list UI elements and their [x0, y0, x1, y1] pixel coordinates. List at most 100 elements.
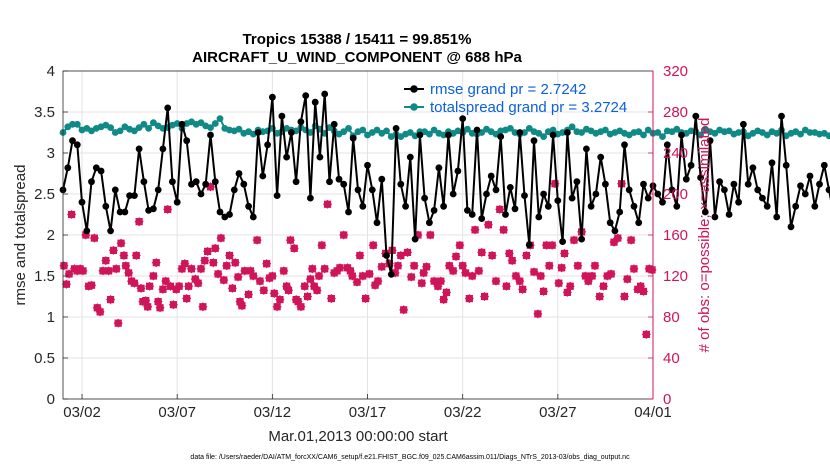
rmse-point: [692, 112, 700, 120]
obs-count-point-core: [231, 259, 239, 267]
totalspread-point: [521, 129, 528, 136]
rmse-point: [378, 175, 386, 183]
obs-count-point-core: [422, 263, 431, 271]
rmse-point: [283, 153, 290, 161]
rmse-point: [782, 161, 790, 169]
y-tick-label-right: 0: [663, 391, 671, 408]
rmse-point: [449, 190, 457, 198]
rmse-point: [487, 172, 495, 180]
obs-count-point-core: [178, 265, 186, 273]
obs-count-point-core: [407, 273, 415, 281]
rmse-point: [721, 186, 728, 194]
x-tick-label: 03/12: [254, 404, 292, 421]
obs-count-point-core: [244, 290, 253, 299]
obs-count-point-core: [125, 269, 133, 277]
totalspread-point: [307, 129, 314, 136]
rmse-point: [302, 92, 310, 99]
totalspread-point: [373, 126, 381, 134]
obs-count-point-core: [637, 282, 645, 290]
totalspread-point: [697, 131, 704, 139]
rmse-point: [421, 194, 428, 202]
rmse-point: [230, 186, 238, 194]
obs-count-point-core: [430, 277, 438, 285]
rmse-point: [740, 120, 747, 128]
obs-count-point-core: [156, 304, 164, 312]
obs-count-point-core: [353, 278, 361, 286]
y-tick-label-right: 40: [663, 350, 680, 367]
obs-count-point-core: [79, 267, 87, 275]
totalspread-point: [763, 131, 771, 139]
legend-spread-marker: [410, 103, 418, 111]
totalspread-point: [135, 124, 143, 131]
rmse-point: [154, 186, 162, 194]
obs-count-point-core: [310, 282, 318, 290]
obs-count-point-core: [191, 275, 199, 283]
obs-count-point-core: [397, 251, 405, 260]
rmse-point: [159, 145, 167, 153]
obs-count-point-core: [599, 282, 608, 290]
obs-count-series: [59, 179, 657, 339]
rmse-point: [668, 186, 676, 194]
obs-count-point-core: [149, 272, 158, 280]
obs-count-point-core: [199, 303, 207, 311]
rmse-point: [354, 186, 362, 194]
legend-spread-label: totalspread grand pr = 3.2724: [430, 99, 627, 116]
y-tick-label-right: 120: [663, 268, 688, 285]
obs-count-point-core: [102, 257, 110, 265]
rmse-point: [402, 202, 409, 210]
rmse-point: [606, 219, 614, 227]
totalspread-point: [535, 129, 543, 137]
obs-count-point-core: [630, 265, 638, 273]
obs-count-point-core: [109, 246, 118, 254]
obs-count-point-core: [512, 272, 520, 280]
rmse-point: [207, 131, 214, 139]
obs-count-point-core: [187, 265, 196, 273]
obs-count-point-core: [346, 267, 354, 275]
obs-count-point-core: [197, 265, 205, 273]
totalspread-point: [140, 120, 148, 128]
rmse-point: [288, 129, 295, 136]
rmse-point: [678, 131, 685, 139]
rmse-point: [211, 178, 219, 186]
obs-count-point-core: [461, 269, 470, 277]
y-tick-label-left: 1: [47, 309, 55, 326]
totalspread-point: [69, 120, 76, 128]
totalspread-point: [806, 129, 814, 136]
rmse-point: [316, 153, 324, 161]
rmse-point: [216, 208, 224, 216]
obs-count-point-core: [214, 270, 222, 278]
rmse-point: [635, 219, 643, 227]
rmse-point: [592, 190, 600, 198]
totalspread-point: [825, 132, 830, 140]
rmse-point: [787, 223, 795, 231]
rmse-point: [192, 178, 200, 186]
rmse-point: [64, 164, 72, 172]
obs-count-point-core: [555, 279, 563, 287]
obs-count-point-core: [144, 303, 152, 311]
obs-count-point-core: [164, 205, 172, 213]
rmse-point: [549, 131, 557, 139]
obs-count-point-core: [369, 241, 377, 249]
totalspread-point: [640, 131, 647, 139]
obs-count-point-core: [459, 262, 467, 270]
obs-count-point-core: [584, 277, 592, 285]
rmse-point: [478, 215, 486, 223]
totalspread-point: [773, 129, 781, 137]
totalspread-point: [430, 126, 438, 134]
totalspread-point: [383, 127, 390, 135]
totalspread-point: [711, 129, 719, 137]
chart-title: Tropics 15388 / 15411 = 99.851%: [243, 31, 472, 48]
rmse-point: [759, 194, 766, 202]
rmse-point: [464, 207, 471, 214]
obs-count-point-core: [480, 292, 489, 301]
obs-count-point-core: [570, 236, 578, 244]
obs-count-point-core: [359, 272, 367, 280]
rmse-point: [235, 170, 243, 177]
rmse-point: [483, 190, 490, 198]
obs-count-point-core: [516, 277, 524, 285]
rmse-point: [540, 190, 547, 198]
legend: rmse grand pr = 2.7242 totalspread grand…: [404, 81, 627, 116]
rmse-point: [516, 129, 524, 136]
obs-count-point-core: [437, 277, 445, 285]
obs-count-point-core: [204, 247, 212, 255]
